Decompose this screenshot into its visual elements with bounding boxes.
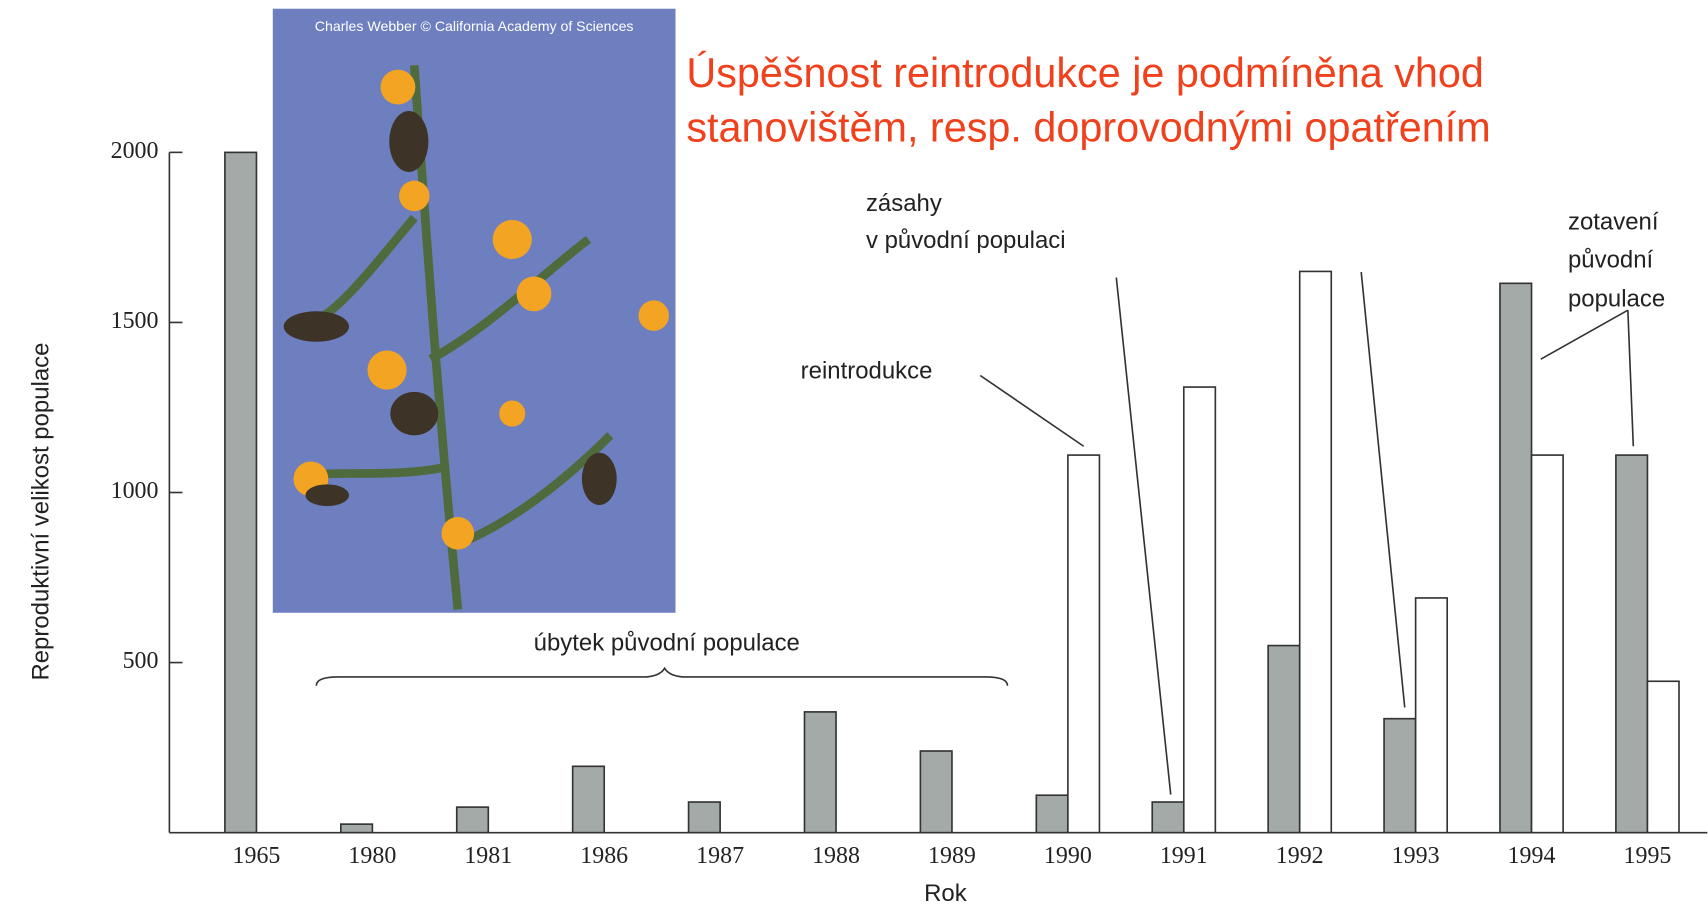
x-tick-label: 1990 xyxy=(1044,843,1092,869)
annotation-lines xyxy=(315,272,1635,795)
annotation: populace xyxy=(1568,286,1665,313)
y-tick-label: 500 xyxy=(123,648,159,674)
bar xyxy=(919,750,953,834)
bar xyxy=(687,801,721,834)
x-tick-label: 1992 xyxy=(1276,843,1324,869)
bar xyxy=(1067,454,1101,834)
annotation: úbytek původní populace xyxy=(534,630,800,657)
bar xyxy=(571,765,606,834)
x-tick-label: 1995 xyxy=(1624,843,1672,869)
photo-credit: Charles Webber © California Academy of S… xyxy=(315,18,634,34)
bar xyxy=(1383,717,1417,834)
bar xyxy=(224,151,258,834)
bar xyxy=(1035,794,1069,834)
chart-title: Úspěšnost reintrodukce je podmíněna vhod xyxy=(686,50,1484,96)
x-tick-label: 1989 xyxy=(928,843,976,869)
photo: Charles Webber © California Academy of S… xyxy=(272,8,676,613)
x-tick-label: 1981 xyxy=(464,843,512,869)
x-tick-label: 1965 xyxy=(233,843,281,869)
bar xyxy=(1298,270,1333,834)
bar xyxy=(1267,644,1301,834)
annotation: zotavení xyxy=(1568,208,1659,235)
x-axis-label: Rok xyxy=(924,880,967,907)
x-tick-label: 1980 xyxy=(348,843,396,869)
x-tick-label: 1991 xyxy=(1160,843,1208,869)
x-tick-label: 1994 xyxy=(1508,843,1556,869)
x-tick-label: 1993 xyxy=(1392,843,1440,869)
y-tick-label: 1000 xyxy=(111,478,159,504)
bar xyxy=(339,823,374,834)
bar xyxy=(1530,454,1564,834)
x-tick-label: 1987 xyxy=(696,843,744,869)
x-tick-label: 1988 xyxy=(812,843,860,869)
stem xyxy=(293,64,614,610)
annotation: zásahy xyxy=(866,190,942,217)
annotation: reintrodukce xyxy=(801,358,933,385)
bar xyxy=(1646,680,1680,834)
bar xyxy=(1182,386,1217,834)
bar xyxy=(1151,801,1185,834)
bar xyxy=(803,711,837,834)
x-tick-label: 1986 xyxy=(580,843,628,869)
y-tick-label: 2000 xyxy=(111,138,159,164)
bar xyxy=(1414,597,1449,834)
chart-title: stanovištěm, resp. doprovodnými opatření… xyxy=(686,105,1490,151)
bar xyxy=(455,806,490,834)
photo-background xyxy=(272,8,676,613)
annotation: původní xyxy=(1568,247,1654,274)
bar xyxy=(1615,454,1649,834)
bar xyxy=(1499,282,1533,834)
annotation: v původní populaci xyxy=(866,227,1066,254)
buds xyxy=(283,111,617,507)
y-tick-label: 1500 xyxy=(111,308,159,334)
y-axis-label: Reproduktivní velikost populace xyxy=(27,343,54,681)
